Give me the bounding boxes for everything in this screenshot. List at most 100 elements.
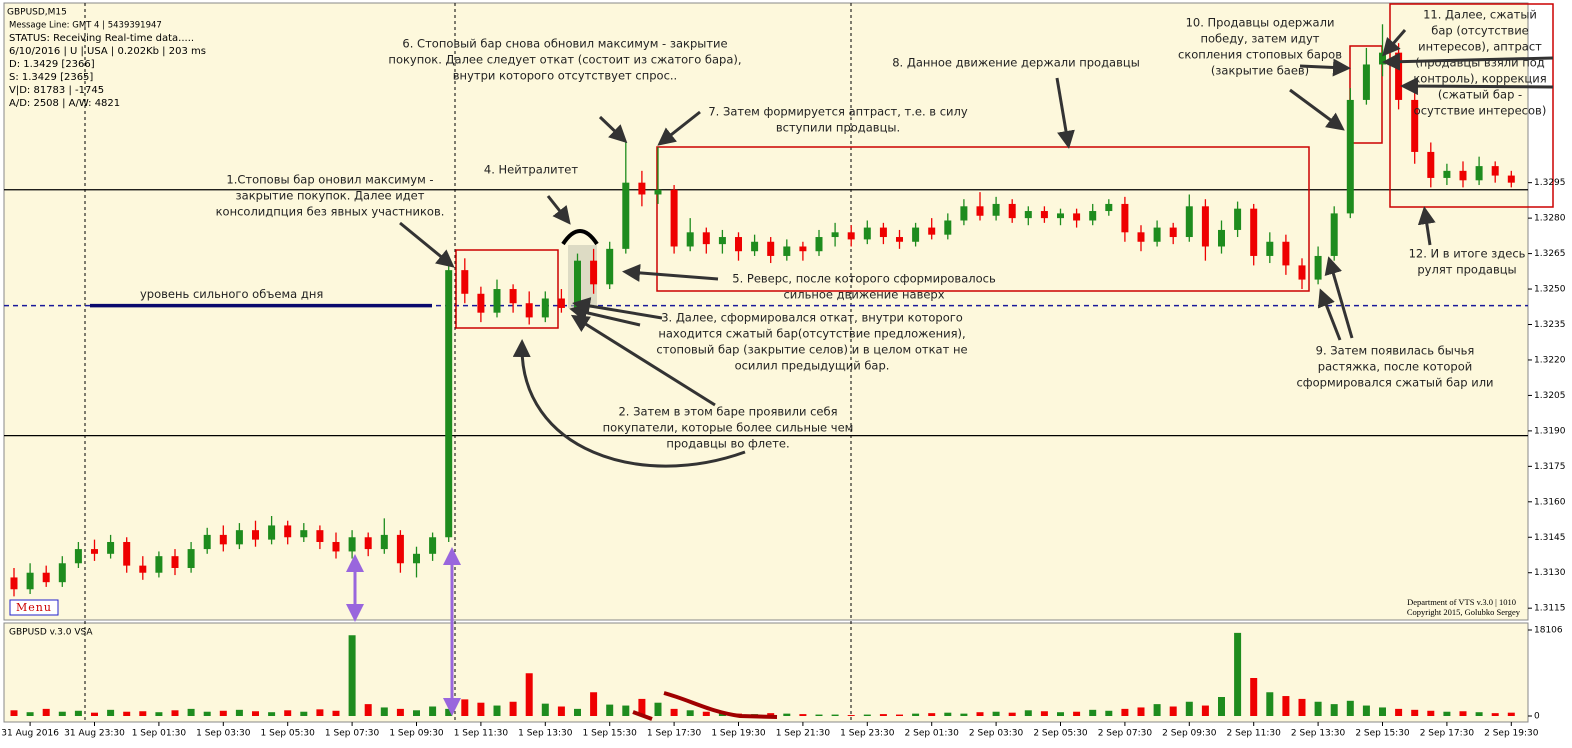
- candle-body: [976, 206, 984, 216]
- annotation: 2. Затем в этом баре проявили себя: [618, 405, 837, 419]
- candle-body: [1475, 166, 1483, 181]
- candle-body: [799, 246, 807, 252]
- y-tick-label: 1.3115: [1534, 604, 1566, 614]
- volume-bar: [1459, 711, 1467, 716]
- candle-body: [91, 549, 98, 554]
- candle-body: [1346, 99, 1354, 214]
- volume-bar: [686, 710, 694, 716]
- volume-bar: [10, 710, 18, 716]
- candle-body: [1234, 208, 1242, 230]
- arrow: [657, 110, 701, 146]
- info-line: S: 1.3429 [2365]: [9, 72, 93, 83]
- volume-bar: [1121, 708, 1129, 716]
- candle-body: [896, 237, 903, 242]
- x-tick-label: 1 Sep 23:30: [840, 729, 895, 739]
- candle-body: [1008, 203, 1016, 219]
- volume-bar: [477, 702, 485, 716]
- annotation: интересов), аптраст: [1418, 40, 1542, 54]
- volume-bar: [1330, 704, 1338, 716]
- candle-body: [58, 563, 66, 583]
- candle-body: [783, 246, 791, 256]
- x-tick-label: 1 Sep 03:30: [196, 729, 251, 739]
- volume-bar: [1185, 701, 1193, 716]
- candle-body: [1073, 213, 1081, 221]
- y-tick-label: 1.3160: [1534, 497, 1566, 507]
- candle-body: [847, 232, 855, 240]
- annotation: вступили продавцы.: [776, 121, 900, 135]
- volume-bar: [1395, 708, 1403, 716]
- volume-bar: [107, 709, 115, 716]
- x-tick-label: 1 Sep 21:30: [776, 729, 831, 739]
- arrow: [1382, 52, 1554, 71]
- info-line: Message Line: GMT 4 | 5439391947: [9, 21, 162, 31]
- candle-body: [1395, 52, 1403, 100]
- volume-bar: [541, 703, 549, 716]
- y-tick-label: 1.3175: [1534, 462, 1566, 472]
- candle-body: [638, 182, 646, 195]
- info-line: D: 1.3429 [2366]: [9, 59, 95, 70]
- volume-bar: [863, 714, 871, 716]
- volume-bar: [219, 710, 227, 716]
- neutral-arc: [561, 229, 599, 246]
- volume-bar: [1234, 632, 1242, 716]
- volume-bar: [396, 708, 404, 716]
- candle-body: [300, 530, 308, 538]
- annotation: 1.Стоповы бар оновил максимум -: [226, 173, 433, 187]
- candle-body: [992, 203, 1000, 216]
- volume-bar: [1443, 711, 1451, 716]
- y-tick-label: 1.3250: [1534, 285, 1566, 295]
- candle-body: [316, 530, 324, 542]
- annotation: осилил предыдущий бар.: [735, 359, 890, 373]
- candle-body: [1427, 151, 1435, 178]
- candle-body: [461, 270, 469, 294]
- annotation: 10. Продавцы одержали: [1186, 16, 1335, 30]
- volume-bar: [767, 713, 775, 716]
- candle-body: [268, 525, 276, 540]
- candle-body: [1024, 211, 1032, 219]
- candle-body: [1459, 170, 1467, 181]
- x-tick-label: 1 Sep 01:30: [132, 729, 187, 739]
- x-tick-label: 1 Sep 11:30: [454, 729, 509, 739]
- volume-bar: [1169, 706, 1177, 716]
- volume-bar: [1346, 700, 1354, 716]
- candle-body: [928, 227, 936, 235]
- strong-volume-label: уровень сильного объема дня: [140, 287, 323, 301]
- annotation: растяжка, после которой: [1318, 360, 1472, 374]
- candle-body: [187, 549, 195, 568]
- candle-body: [1507, 175, 1515, 183]
- volume-bar: [1427, 710, 1435, 716]
- y-tick-label: 1.3130: [1534, 568, 1566, 578]
- volume-bar: [1314, 701, 1322, 716]
- candle-body: [1057, 213, 1064, 219]
- y-tick-label: 1.3265: [1534, 249, 1566, 259]
- x-tick-label: 1 Sep 15:30: [583, 729, 638, 739]
- volume-bar: [622, 705, 630, 716]
- x-tick-label: 2 Sep 15:30: [1355, 729, 1410, 739]
- menu-button[interactable]: [9, 599, 59, 616]
- candle-body: [718, 237, 726, 245]
- volume-bar: [58, 711, 66, 716]
- volume-bar: [638, 698, 646, 716]
- volume-bar: [831, 714, 839, 716]
- annotation: 7. Затем формируется аптраст, т.е. в сил…: [708, 105, 968, 119]
- footer-text: Department of VTS v.3.0 | 1010: [1407, 597, 1516, 607]
- y-tick-label: 1.3295: [1534, 178, 1566, 188]
- volume-bar: [1201, 705, 1209, 716]
- y-tick-label: 1.3205: [1534, 391, 1566, 401]
- annotation: рулят продавцы: [1417, 263, 1516, 277]
- candle-body: [509, 289, 517, 304]
- candle-body: [26, 572, 34, 590]
- annotation: сильное движение наверх: [783, 288, 944, 302]
- arrow: [1382, 29, 1407, 57]
- annotation: стоповый бар (закрытие селов) и в целом …: [656, 343, 967, 357]
- scribble: [663, 691, 778, 719]
- menu-label[interactable]: Menu: [16, 601, 52, 614]
- candle-body: [332, 541, 340, 552]
- region-box: [656, 146, 1310, 292]
- x-tick-label: 1 Sep 13:30: [518, 729, 573, 739]
- annotation: внутри которого отсутствует спрос..: [453, 69, 677, 83]
- volume-bar: [155, 712, 163, 716]
- candle-body: [74, 549, 82, 564]
- volume-bar: [364, 704, 372, 716]
- volume-bar: [557, 706, 565, 716]
